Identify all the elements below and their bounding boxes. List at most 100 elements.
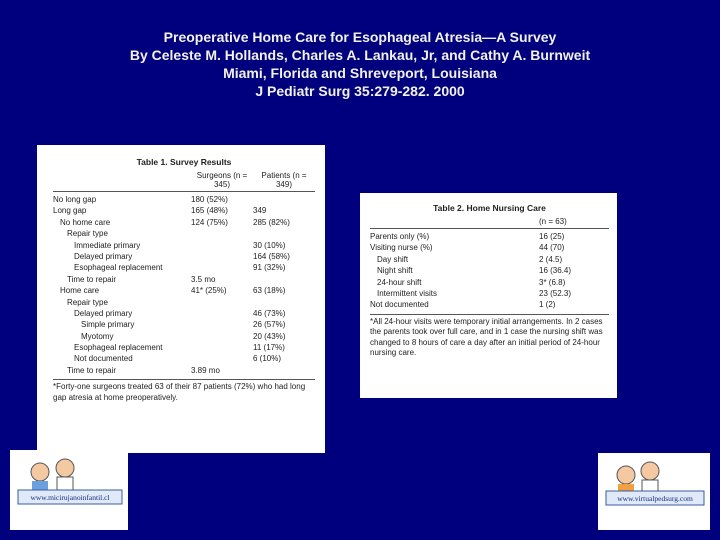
- row-label: No long gap: [53, 195, 97, 204]
- table-cell: [253, 274, 315, 285]
- table-cell: [253, 297, 315, 308]
- table-cell: [191, 228, 253, 239]
- table-footnote: *All 24-hour visits were temporary initi…: [370, 313, 609, 359]
- table-row: Time to repair 3.89 mo: [53, 365, 315, 376]
- table-row: Immediate primary 30 (10%): [53, 240, 315, 251]
- table-cell: [191, 251, 253, 262]
- table-cell: 20 (43%): [253, 331, 286, 341]
- table-cell: 44 (70): [539, 243, 565, 253]
- header-line: J Pediatr Surg 35:279-282. 2000: [255, 83, 465, 99]
- table-row: Intermittent visits 23 (52.3): [370, 288, 609, 299]
- table-row: Simple primary 26 (57%): [53, 319, 315, 330]
- column-header: (n = 63): [539, 217, 567, 226]
- table-cell: [191, 331, 253, 342]
- row-label: Delayed primary: [74, 308, 133, 318]
- row-label: Myotomy: [81, 331, 114, 341]
- header-line: Preoperative Home Care for Esophageal At…: [163, 29, 557, 45]
- table-cell: [253, 228, 315, 239]
- row-label: Simple primary: [81, 320, 135, 330]
- table-row: Esophageal replacement 91 (32%): [53, 262, 315, 273]
- table-image: Table 2. Home Nursing Care (n = 63) Pare…: [360, 193, 617, 398]
- table-row: No long gap 180 (52%): [53, 194, 315, 205]
- row-label: Visiting nurse (%): [370, 243, 433, 253]
- header-line: Miami, Florida and Shreveport, Louisiana: [223, 65, 497, 81]
- table-cell: [191, 353, 253, 364]
- table-footnote: *Forty-one surgeons treated 63 of their …: [53, 379, 315, 403]
- table-cell: 2 (4.5): [539, 254, 563, 264]
- logo-text: www.micirujanoinfantil.cl: [30, 493, 109, 502]
- table-cell: 46 (73%): [253, 308, 286, 318]
- logo: www.virtualpedsurg.com: [598, 453, 710, 530]
- table-cell: 1 (2): [539, 300, 556, 310]
- logo-art: www.virtualpedsurg.com: [605, 461, 705, 506]
- row-label: Esophageal replacement: [74, 263, 163, 273]
- table-cell: 3.89 mo: [191, 365, 220, 375]
- column-header: Surgeons (n = 345): [196, 171, 248, 189]
- table-body: Parents only (%) 16 (25) Visiting nurse (%…: [370, 231, 609, 311]
- table-cell: 3* (6.8): [539, 277, 566, 287]
- row-label: No home care: [60, 217, 111, 227]
- table-row: 24-hour shift 3* (6.8): [370, 277, 609, 288]
- row-label: Night shift: [377, 266, 413, 276]
- logo: www.micirujanoinfantil.cl: [10, 450, 128, 530]
- row-label: Long gap: [53, 206, 87, 216]
- table-body: No long gap 180 (52%) Long gap 165 (48%) 349…: [53, 194, 315, 376]
- logo-text: www.virtualpedsurg.com: [617, 494, 693, 503]
- table-cell: 30 (10%): [253, 240, 286, 250]
- table-row: Not documented 6 (10%): [53, 353, 315, 364]
- table-header: Surgeons (n = 345) Patients (n = 349): [53, 171, 315, 192]
- table-row: Home care 41* (25%) 63 (18%): [53, 285, 315, 296]
- table-row: No home care 124 (75%) 285 (82%): [53, 217, 315, 228]
- row-label: Esophageal replacement: [74, 343, 163, 353]
- table-cell: 164 (58%): [253, 251, 290, 261]
- table-cell: 180 (52%): [191, 195, 228, 204]
- table-cell: 41* (25%): [191, 286, 227, 296]
- table-cell: 6 (10%): [253, 354, 282, 364]
- table-title: Table 1. Survey Results: [136, 157, 232, 167]
- row-label: Not documented: [74, 354, 133, 364]
- table-row: Night shift 16 (36.4): [370, 265, 609, 276]
- table-row: Time to repair 3.5 mo: [53, 274, 315, 285]
- table-cell: 11 (17%): [253, 343, 285, 353]
- table-image: Table 1. Survey Results Surgeons (n = 34…: [37, 145, 325, 453]
- table-row: Repair type: [53, 228, 315, 239]
- table-row: Repair type: [53, 297, 315, 308]
- table-row: Esophageal replacement 11 (17%): [53, 342, 315, 353]
- table-row: Visiting nurse (%) 44 (70): [370, 242, 609, 253]
- row-label: Not documented: [370, 300, 429, 310]
- table-row: Not documented 1 (2): [370, 299, 609, 310]
- table-cell: 91 (32%): [253, 263, 286, 273]
- row-label: Home care: [60, 286, 100, 296]
- row-label: Day shift: [377, 254, 409, 264]
- table-cell: [253, 194, 315, 205]
- table-row: Long gap 165 (48%) 349: [53, 205, 315, 216]
- table-row: Delayed primary 164 (58%): [53, 251, 315, 262]
- row-label: Time to repair: [67, 274, 117, 284]
- table-cell: [191, 262, 253, 273]
- row-label: Time to repair: [67, 365, 117, 375]
- table-cell: 349: [253, 206, 267, 216]
- table-cell: [191, 308, 253, 319]
- table-cell: 26 (57%): [253, 320, 286, 330]
- row-label: Immediate primary: [74, 240, 141, 250]
- table-row: Myotomy 20 (43%): [53, 331, 315, 342]
- table-cell: 165 (48%): [191, 206, 228, 216]
- row-label: Repair type: [67, 229, 108, 239]
- table-cell: [191, 297, 253, 308]
- header-line: By Celeste M. Hollands, Charles A. Lanka…: [129, 47, 591, 63]
- table-cell: [253, 365, 315, 376]
- row-label: Intermittent visits: [377, 288, 438, 298]
- table-cell: 16 (36.4): [539, 266, 572, 276]
- logo-art: www.micirujanoinfantil.cl: [17, 458, 123, 505]
- table-title: Table 2. Home Nursing Care: [433, 203, 546, 213]
- table-cell: [191, 342, 253, 353]
- table-cell: 124 (75%): [191, 217, 228, 227]
- table-header: (n = 63): [370, 217, 609, 229]
- table-cell: 23 (52.3): [539, 288, 572, 298]
- row-label: Repair type: [67, 297, 108, 307]
- row-label: 24-hour shift: [377, 277, 422, 287]
- table-cell: 16 (25): [539, 232, 565, 241]
- table-cell: 285 (82%): [253, 217, 290, 227]
- table-row: Delayed primary 46 (73%): [53, 308, 315, 319]
